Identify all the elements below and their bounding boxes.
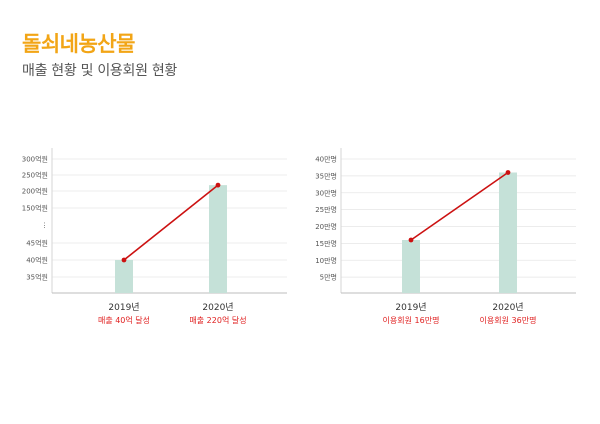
y-tick-label: 10만명 xyxy=(315,256,337,265)
x-tick-label: 2019년 xyxy=(395,302,426,313)
y-tick-label: 30만명 xyxy=(315,188,337,197)
series-line xyxy=(123,184,219,261)
x-tick-label: 2020년 xyxy=(492,302,523,313)
y-tick-label: 40억원 xyxy=(26,256,48,265)
x-tick-label: 2020년 xyxy=(202,302,233,313)
data-point xyxy=(121,257,127,263)
y-tick-label: 35억원 xyxy=(26,273,48,282)
y-tick-label: 150억원 xyxy=(22,204,48,213)
page-subtitle: 매출 현황 및 이용회원 현황 xyxy=(22,63,177,79)
data-point xyxy=(215,182,221,188)
y-tick-label: 45억원 xyxy=(26,239,48,248)
y-tick-label: 5만명 xyxy=(320,273,337,282)
y-tick-label: 300억원 xyxy=(22,155,48,164)
page-title: 돌쇠네농산물 xyxy=(22,32,135,56)
data-annotation: 매출 220억 달성 xyxy=(189,315,246,325)
data-annotation: 매출 40억 달성 xyxy=(98,315,150,325)
y-tick-label: 35만명 xyxy=(315,171,337,180)
data-point xyxy=(505,170,511,175)
x-tick-label: 2019년 xyxy=(108,302,139,313)
y-tick-label: 25만명 xyxy=(315,205,337,214)
data-annotation: 이용회원 36만명 xyxy=(480,315,537,325)
bar xyxy=(209,185,227,293)
bar xyxy=(115,260,133,293)
y-tick-label: 250억원 xyxy=(22,171,48,180)
y-tick-label: ⋮ xyxy=(41,222,48,230)
y-tick-label: 200억원 xyxy=(22,187,48,196)
data-annotation: 이용회원 16만명 xyxy=(383,315,440,325)
y-tick-label: 15만명 xyxy=(315,239,337,248)
data-point xyxy=(408,237,414,243)
bar xyxy=(499,172,517,293)
bar xyxy=(402,240,420,293)
series-line xyxy=(410,171,509,241)
y-tick-label: 40만명 xyxy=(315,155,337,164)
y-tick-label: 20만명 xyxy=(315,222,337,231)
